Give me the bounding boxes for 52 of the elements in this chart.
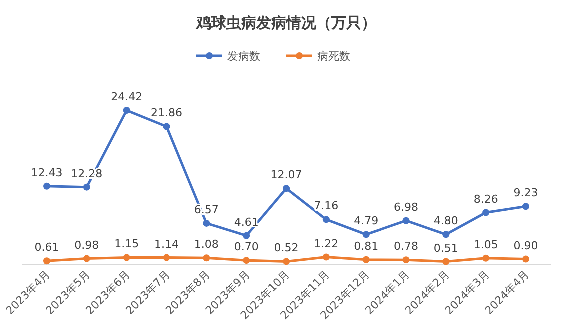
data-label: 1.14 xyxy=(154,238,179,251)
data-label: 0.98 xyxy=(74,238,100,252)
point xyxy=(522,256,530,263)
point xyxy=(203,220,210,227)
legend-label: 发病数 xyxy=(228,50,260,63)
data-label: 12.43 xyxy=(31,166,63,180)
data-label: 24.42 xyxy=(111,90,143,104)
point xyxy=(83,255,90,262)
point xyxy=(322,216,330,224)
point xyxy=(283,258,290,266)
data-label: 4.80 xyxy=(434,214,458,228)
data-label: 12.07 xyxy=(270,168,302,182)
point xyxy=(123,254,130,262)
point xyxy=(482,209,490,216)
point xyxy=(362,231,370,238)
point xyxy=(203,254,210,262)
point xyxy=(163,254,170,262)
legend-label: 病死数 xyxy=(318,50,350,63)
point xyxy=(83,184,90,191)
data-label: 0.78 xyxy=(394,240,418,254)
data-label: 7.16 xyxy=(314,200,339,213)
point xyxy=(123,107,130,114)
point xyxy=(322,254,330,261)
data-label: 1.15 xyxy=(114,238,140,251)
data-label: 6.98 xyxy=(394,200,418,214)
data-label: 0.51 xyxy=(434,242,458,255)
point xyxy=(442,258,450,266)
point xyxy=(163,123,170,130)
point xyxy=(44,182,50,190)
point xyxy=(362,256,370,264)
point xyxy=(243,257,250,264)
data-label: 4.79 xyxy=(354,214,379,228)
point xyxy=(44,258,50,265)
point xyxy=(283,185,290,192)
data-label: 1.22 xyxy=(314,237,339,250)
data-label: 0.81 xyxy=(354,240,379,253)
data-label: 0.61 xyxy=(34,241,60,254)
point xyxy=(522,203,530,210)
data-label: 0.70 xyxy=(234,240,259,254)
data-label: 8.26 xyxy=(474,192,498,206)
chart-title: 鸡球虫病发病情况（万只） xyxy=(196,14,376,32)
point xyxy=(402,256,410,264)
data-label: 0.90 xyxy=(514,239,538,252)
data-label: 1.05 xyxy=(474,238,498,252)
point xyxy=(442,231,450,238)
data-label: 1.08 xyxy=(194,238,219,252)
data-label: 21.86 xyxy=(151,106,182,120)
point xyxy=(243,232,250,240)
point xyxy=(402,217,410,224)
point xyxy=(482,254,490,262)
data-label: 0.52 xyxy=(274,242,299,255)
data-label: 9.23 xyxy=(514,186,538,200)
